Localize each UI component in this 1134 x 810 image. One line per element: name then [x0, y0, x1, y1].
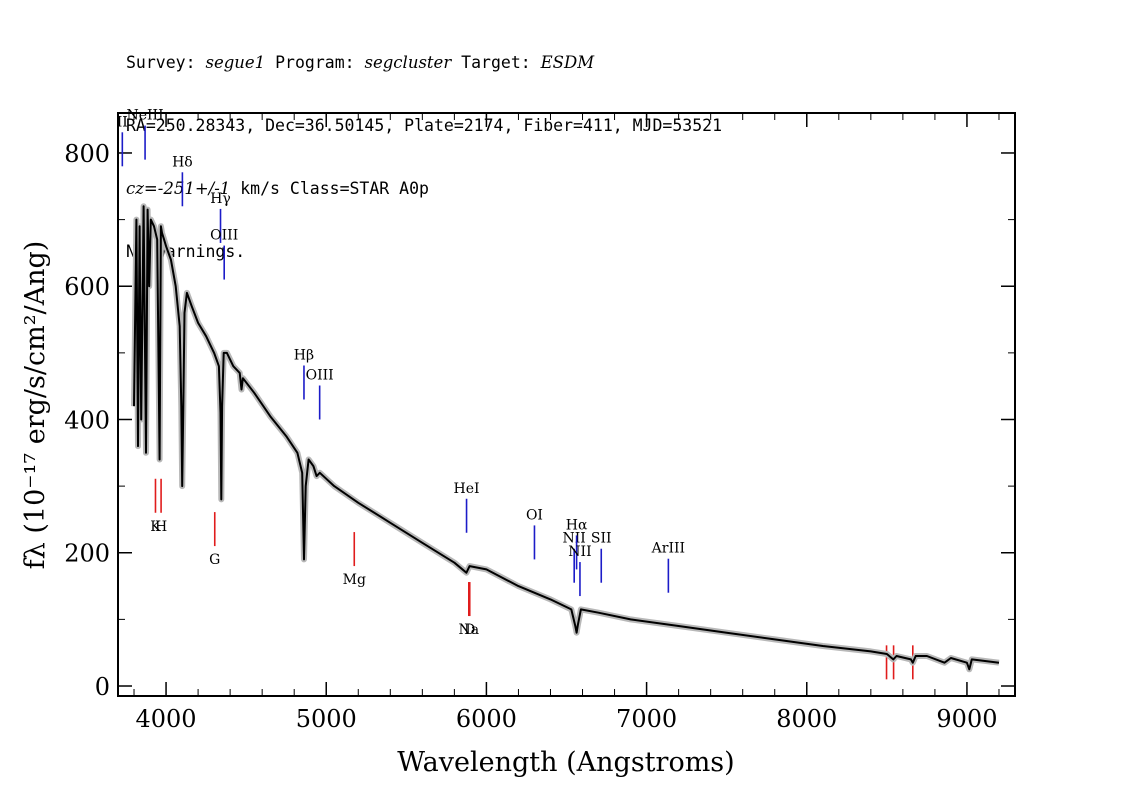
axis-ticks: 4000 5000 6000 7000 8000 9000 0 200 400 600 800 — [64, 113, 1015, 733]
y-tick-label: 400 — [64, 406, 110, 434]
emission-line-label: OIII — [306, 367, 334, 383]
emission-line-label: Hα — [566, 517, 588, 533]
emission-line-label: NeIII — [126, 108, 163, 124]
survey-label: Survey: — [126, 53, 206, 72]
emission-line-label: NII — [568, 544, 591, 560]
y-tick-label: 200 — [64, 540, 110, 568]
x-tick-label: 7000 — [616, 705, 677, 733]
x-axis-title: Wavelength (Angstroms) — [397, 747, 734, 778]
emission-line-label: SII — [591, 531, 612, 547]
emission-line-label: NII — [563, 531, 586, 547]
absorption-line-label: D — [464, 622, 475, 638]
error-band — [131, 203, 1000, 673]
spectral-line-markers: IINeIIIHδHγOIIIHβOIIIHeIOINIIHαNIISIIArI… — [117, 108, 914, 680]
header-line-1: Survey: segue1 Program: segcluster Targe… — [126, 52, 722, 73]
y-tick-label: 600 — [64, 273, 110, 301]
emission-line-label: OIII — [210, 228, 238, 244]
program-value: segcluster — [364, 53, 452, 72]
absorption-line-label: K — [150, 519, 161, 535]
spectrum-header: Survey: segue1 Program: segcluster Targe… — [126, 10, 722, 283]
x-tick-label: 8000 — [776, 705, 837, 733]
header-line-3: cz=-251+/-1 km/s Class=STAR A0p — [126, 178, 722, 199]
absorption-line-label: G — [209, 552, 220, 568]
redshift-value: cz=-251+/-1 — [126, 179, 231, 198]
emission-line-label: II — [117, 114, 128, 130]
x-tick-label: 9000 — [936, 705, 997, 733]
x-tick-label: 5000 — [296, 705, 357, 733]
absorption-line-label: Na — [458, 622, 479, 638]
class-text: km/s Class=STAR A0p — [230, 179, 429, 198]
y-tick-label: 800 — [64, 140, 110, 168]
emission-line-label: ArIII — [651, 541, 685, 557]
header-line-2: RA=250.28343, Dec=36.50145, Plate=2174, … — [126, 116, 723, 135]
y-tick-label: 0 — [95, 673, 110, 701]
emission-line-label: Hβ — [294, 348, 314, 364]
program-label: Program: — [265, 53, 365, 72]
survey-value: segue1 — [205, 53, 266, 72]
emission-line-label: Hδ — [172, 154, 193, 170]
plot-frame — [117, 112, 1016, 697]
target-value: ESDM — [540, 53, 595, 72]
emission-line-label: Hγ — [210, 191, 231, 207]
absorption-line-label: Mg — [343, 572, 366, 588]
x-tick-label: 4000 — [136, 705, 197, 733]
x-tick-label: 6000 — [456, 705, 517, 733]
y-axis-title: fλ (10⁻¹⁷ erg/s/cm²/Ang) — [20, 241, 51, 570]
absorption-line-label: H — [155, 519, 167, 535]
spectrum-line — [133, 205, 1000, 671]
emission-line-label: HeI — [454, 481, 480, 497]
target-label: Target: — [451, 53, 541, 72]
emission-line-label: OI — [526, 507, 543, 523]
